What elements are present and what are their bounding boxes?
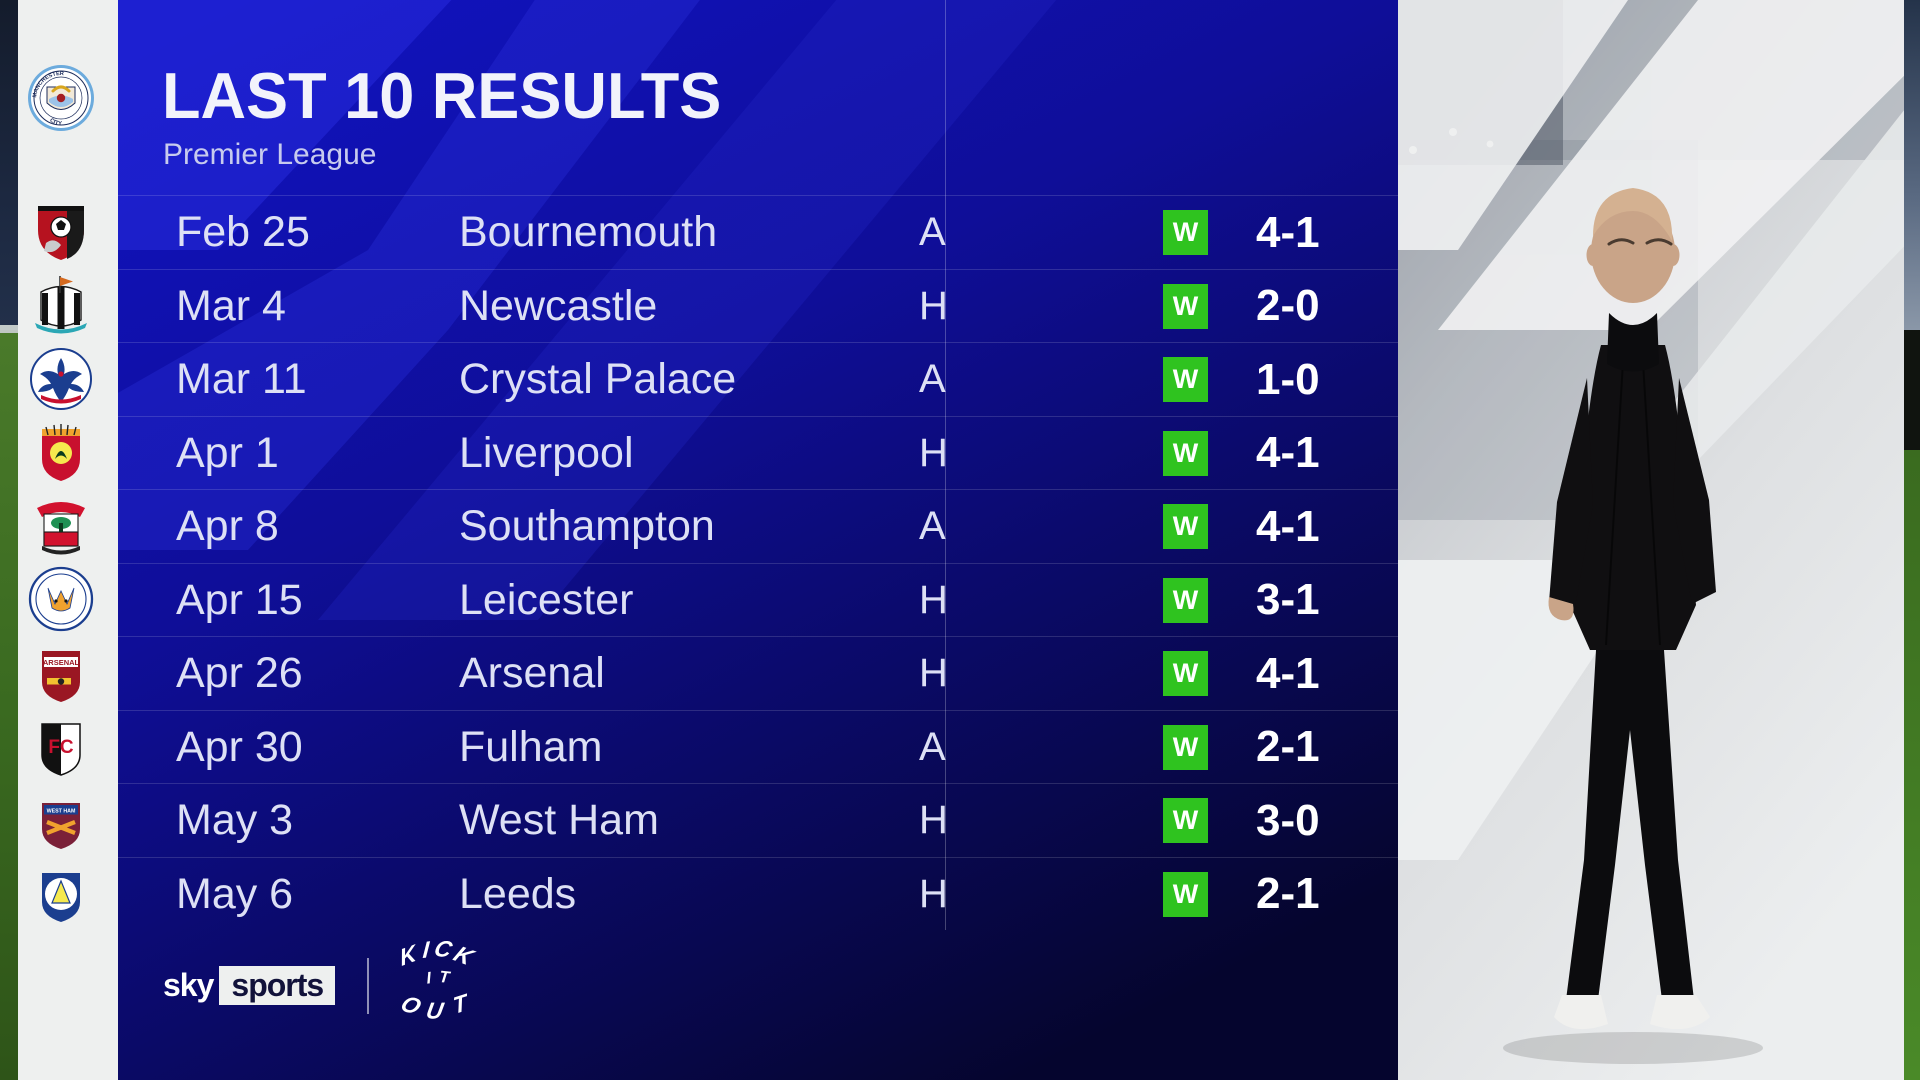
- svg-text:WEST HAM: WEST HAM: [47, 808, 76, 814]
- svg-text:FC: FC: [48, 737, 74, 758]
- svg-text:ARSENAL: ARSENAL: [43, 658, 80, 667]
